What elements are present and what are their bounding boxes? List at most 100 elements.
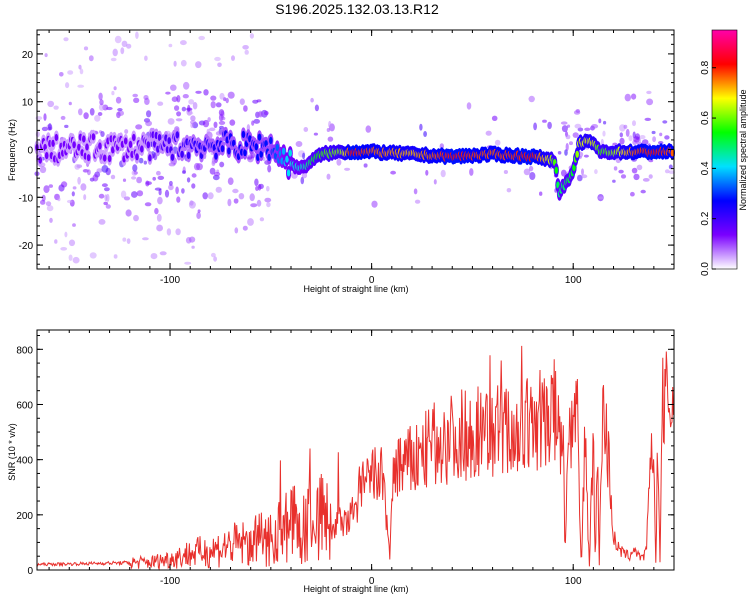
spectrogram-speckle [49, 217, 53, 223]
y-tick-label: 800 [16, 345, 33, 356]
spectrogram-speckle [440, 169, 446, 178]
spectrogram-speckle [646, 90, 652, 95]
spectrogram-speckle [577, 127, 584, 132]
chart-title: S196.2025.132.03.13.R12 [275, 1, 439, 17]
spectrogram-speckle [46, 205, 54, 212]
spectrogram-speckle [186, 177, 191, 183]
spectrogram-speckle [207, 192, 214, 200]
ridge-core [231, 139, 236, 147]
spectrogram-speckle [630, 191, 635, 197]
spectrogram-speckle [533, 122, 537, 131]
spectrogram-speckle [529, 172, 536, 180]
spectrogram-speckle [263, 110, 269, 116]
spectrogram-speckle [583, 154, 589, 158]
spectrogram-speckle [182, 170, 186, 174]
spectrogram-speckle [133, 214, 139, 222]
spectrogram-speckle [157, 196, 163, 205]
spectrogram-speckle [620, 174, 627, 179]
ridge-core [107, 155, 112, 163]
spectrogram-speckle [188, 99, 195, 105]
spectrogram-speckle [78, 108, 83, 116]
ridge-core [254, 143, 259, 151]
spectrogram-speckle [181, 106, 187, 112]
spectrogram-speckle [60, 115, 66, 120]
spectrogram-speckle [542, 119, 547, 123]
colorbar-tick-label: 0.0 [700, 262, 711, 276]
spectrogram-speckle [255, 186, 259, 191]
spectrogram-x-label: Height of straight line (km) [303, 284, 408, 294]
spectrogram-speckle [154, 207, 159, 215]
y-tick-label: 0 [27, 146, 33, 157]
spectrogram-speckle [104, 194, 108, 202]
spectrogram-speckle [110, 174, 116, 180]
spectrogram-speckle [105, 204, 111, 209]
spectrogram-speckle [561, 125, 568, 133]
spectrogram-speckle [569, 141, 573, 146]
spectrogram-speckle [581, 174, 588, 179]
y-tick-label: 10 [22, 98, 34, 109]
spectrogram-speckle [113, 86, 117, 91]
spectrogram-speckle [253, 118, 260, 124]
spectrogram-speckle [143, 160, 147, 165]
spectrogram-speckle [44, 53, 48, 58]
spectrogram-speckle [631, 93, 637, 100]
spectrogram-speckle [390, 170, 396, 175]
spectrogram-speckle [133, 97, 140, 104]
spectrogram-speckle [101, 165, 109, 173]
spectrogram-speckle [131, 176, 137, 180]
ridge-core [146, 141, 151, 149]
ridge-core [241, 130, 246, 138]
spectrogram-speckle [186, 107, 193, 111]
ridge-core [259, 150, 264, 158]
spectrogram-speckle [211, 252, 216, 258]
spectrogram-speckle [136, 176, 143, 184]
x-tick-label: 0 [369, 576, 375, 587]
spectrogram-speckle [144, 55, 148, 61]
spectrogram-speckle [219, 161, 225, 168]
ridge-core [167, 137, 171, 145]
spectrogram-speckle [54, 239, 58, 244]
spectrogram-speckle [213, 256, 218, 262]
spectrogram-speckle [83, 112, 89, 120]
ridge-core [220, 145, 225, 153]
spectrogram-speckle [491, 115, 498, 122]
snr-x-label: Height of straight line (km) [303, 584, 408, 594]
spectrogram-speckle [259, 217, 265, 222]
spectrogram-speckle [124, 129, 129, 134]
colorbar-ticks: 0.0 0.2 0.4 0.6 0.8 [700, 60, 716, 276]
spectrogram-speckle [190, 115, 196, 122]
ridge-core [135, 153, 139, 161]
spectrogram-speckle [122, 237, 127, 242]
spectrogram-speckle [89, 108, 95, 116]
spectrogram-speckle [144, 97, 150, 105]
spectrogram-speckle [110, 57, 117, 62]
spectrogram-speckle [195, 61, 202, 69]
spectrogram-speckle [113, 254, 118, 259]
spectrogram-speckle [591, 124, 599, 129]
spectrogram-speckle [577, 174, 583, 182]
spectrogram-speckle [215, 186, 222, 193]
spectrogram-speckle [145, 180, 150, 187]
spectrogram-speckle [256, 99, 262, 103]
spectrogram-speckle [625, 128, 630, 137]
spectrogram-speckle [168, 43, 173, 48]
spectrogram-speckle [135, 31, 139, 39]
spectrogram-speckle [326, 173, 331, 180]
spectrogram-speckle [175, 186, 179, 195]
ridge-core [267, 153, 272, 161]
spectrogram-y-label: Frequency (Hz) [7, 119, 17, 181]
spectrogram-speckle [202, 119, 210, 128]
spectrogram-speckle [132, 164, 138, 172]
spectrogram-speckle [181, 188, 185, 194]
spectrogram-speckle [632, 120, 636, 127]
spectrogram-speckle [631, 167, 638, 174]
ridge-core [275, 143, 280, 151]
spectrogram-speckle [175, 228, 181, 236]
spectrogram-speckle [136, 190, 144, 197]
spectrogram-speckle [234, 227, 239, 234]
spectrogram-speckle [188, 201, 196, 209]
spectrogram-speckle [83, 194, 87, 201]
spectrogram-speckle [157, 175, 165, 180]
spectrogram-speckle [191, 183, 196, 189]
spectrogram-speckle [485, 130, 492, 136]
